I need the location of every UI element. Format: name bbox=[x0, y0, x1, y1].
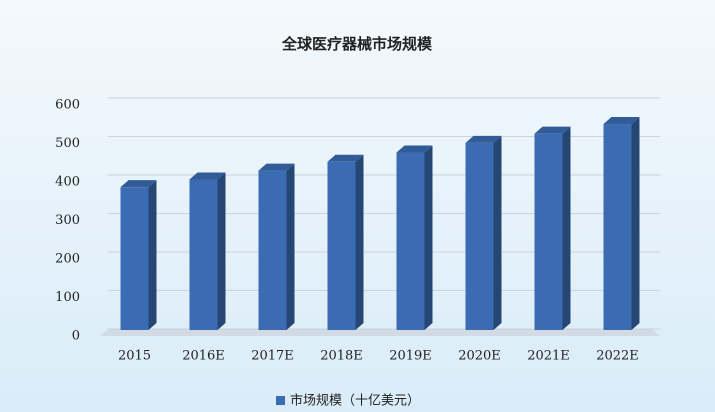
bar bbox=[534, 133, 563, 330]
chart-title: 全球医疗器械市场规模 bbox=[281, 35, 433, 53]
bar bbox=[189, 179, 218, 330]
bar-side bbox=[493, 135, 502, 330]
bar bbox=[465, 142, 494, 330]
y-tick-label: 400 bbox=[55, 175, 80, 190]
bar-side bbox=[355, 154, 364, 330]
bar-top bbox=[465, 135, 502, 143]
bar-side bbox=[286, 163, 295, 330]
bar bbox=[396, 152, 425, 330]
x-tick-label: 2022E bbox=[596, 349, 639, 364]
bar-top bbox=[327, 154, 364, 162]
bar-top bbox=[258, 163, 295, 171]
x-tick-label: 2016E bbox=[182, 349, 225, 364]
y-tick-label: 100 bbox=[55, 290, 80, 305]
x-tick-label: 2017E bbox=[251, 349, 294, 364]
bar-side bbox=[562, 126, 571, 331]
y-tick-label: 500 bbox=[55, 136, 80, 151]
x-tick-label: 2021E bbox=[527, 349, 570, 364]
legend-label: 市场规模（十亿美元） bbox=[290, 393, 420, 409]
y-tick-label: 200 bbox=[55, 252, 80, 267]
bar bbox=[258, 170, 287, 330]
bar-side bbox=[148, 180, 157, 330]
bar-top bbox=[189, 172, 226, 180]
floor bbox=[100, 329, 660, 336]
x-tick-label: 2020E bbox=[458, 349, 501, 364]
bar-side bbox=[631, 117, 640, 331]
bar-top bbox=[603, 117, 640, 125]
bar-top bbox=[534, 126, 571, 134]
x-tick-label: 2015 bbox=[118, 349, 151, 364]
x-tick-label: 2019E bbox=[389, 349, 432, 364]
bar-side bbox=[217, 172, 226, 330]
bar bbox=[327, 161, 356, 330]
legend-swatch bbox=[276, 396, 285, 405]
bar-top bbox=[120, 180, 157, 188]
bar-top bbox=[396, 145, 433, 153]
bar bbox=[120, 187, 149, 330]
y-tick-label: 600 bbox=[55, 98, 80, 113]
y-tick-label: 0 bbox=[72, 329, 80, 344]
bar-side bbox=[424, 145, 433, 330]
bar bbox=[603, 124, 632, 331]
x-tick-label: 2018E bbox=[320, 349, 363, 364]
y-tick-label: 300 bbox=[55, 213, 80, 228]
